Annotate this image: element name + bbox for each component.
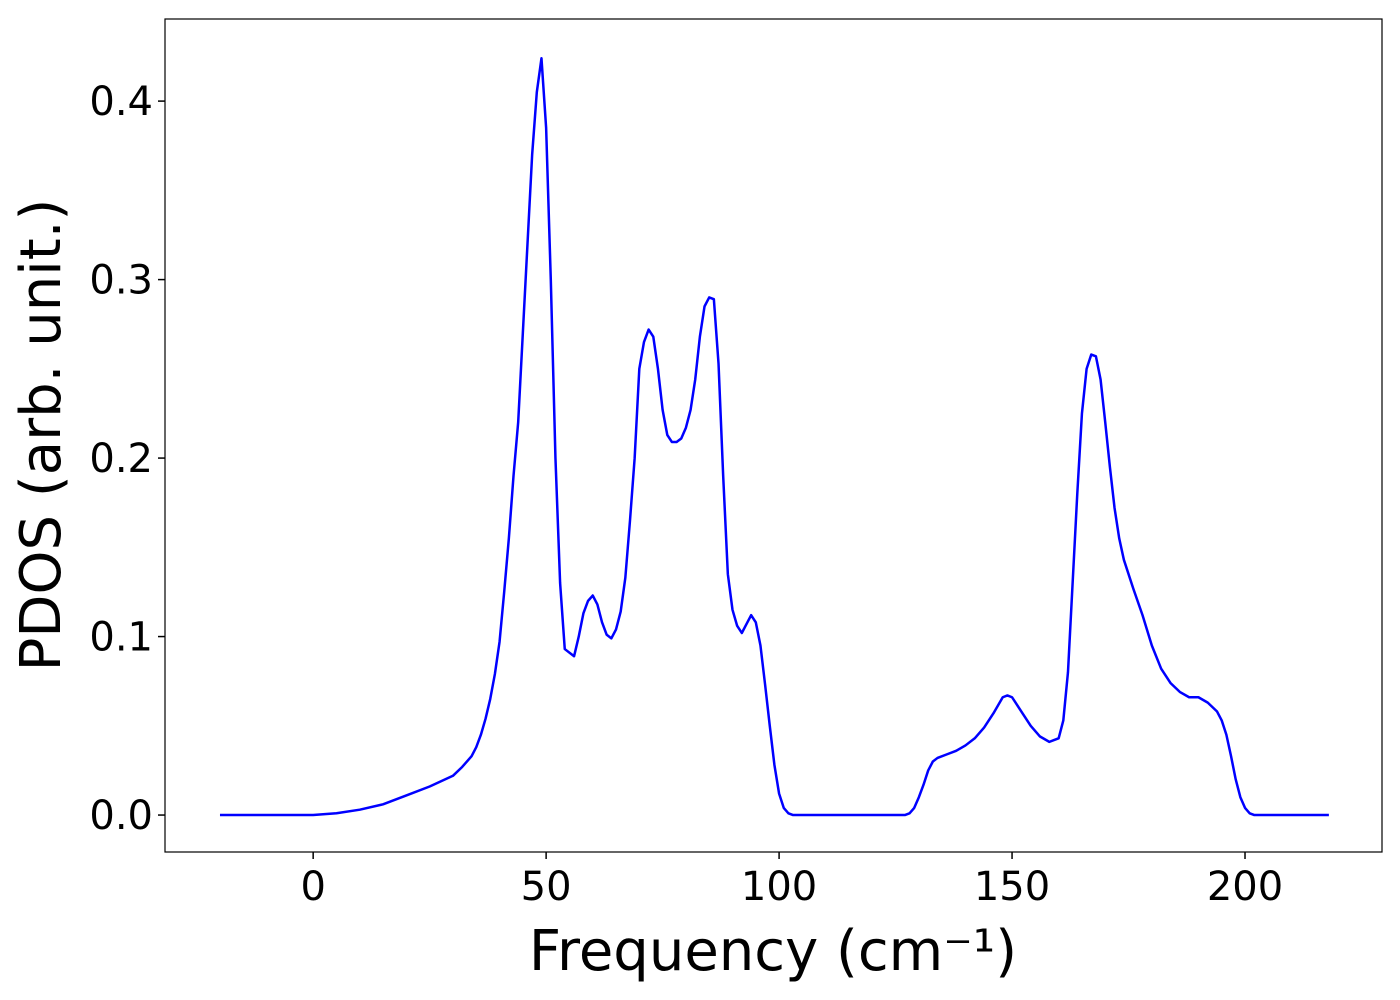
y-tick-label: 0.2 xyxy=(89,436,153,482)
x-tick-label: 150 xyxy=(974,864,1050,910)
x-tick-label: 200 xyxy=(1207,864,1283,910)
pdos-line xyxy=(219,57,1329,817)
y-tick-label: 0.3 xyxy=(89,258,153,304)
y-tick-label: 0.4 xyxy=(89,79,153,125)
x-tick-label: 0 xyxy=(300,864,325,910)
x-axis-label: Frequency (cm⁻¹) xyxy=(529,919,1017,984)
x-tick-label: 100 xyxy=(741,864,817,910)
plot-frame xyxy=(164,18,1383,853)
y-axis-label: PDOS (arb. unit.) xyxy=(9,199,74,672)
y-tick-label: 0.1 xyxy=(89,615,153,661)
x-tick-label: 50 xyxy=(521,864,572,910)
y-tick-label: 0.0 xyxy=(89,793,153,839)
